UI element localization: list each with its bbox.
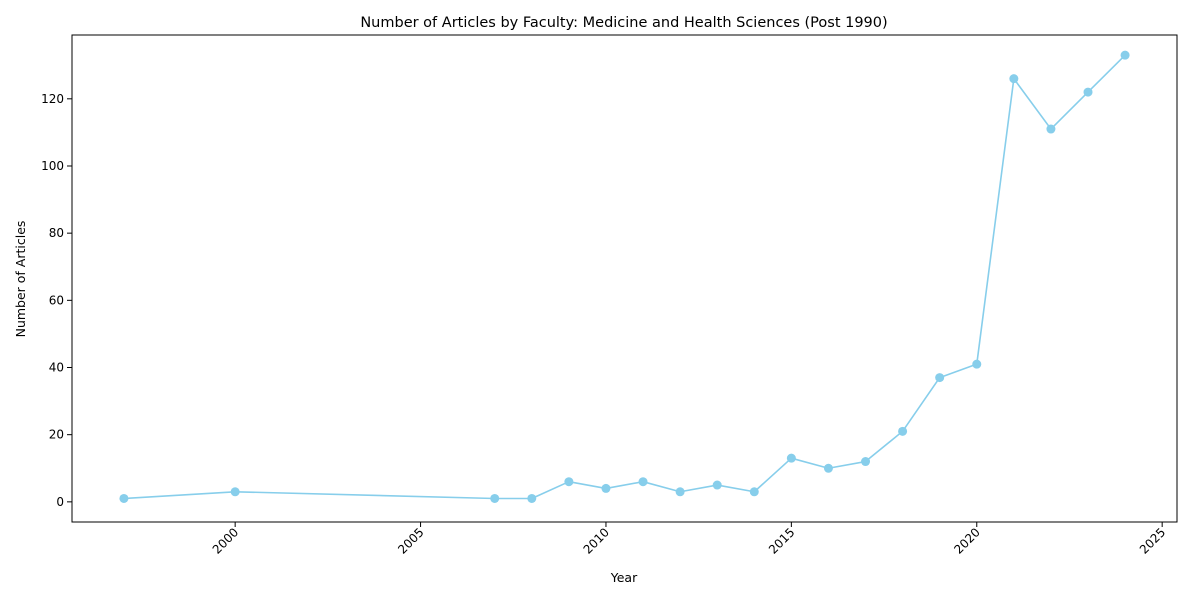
x-tick-label: 2015 bbox=[766, 525, 797, 556]
data-point bbox=[712, 480, 722, 490]
y-tick-label: 120 bbox=[41, 92, 64, 106]
data-point bbox=[898, 426, 908, 436]
data-point bbox=[119, 493, 129, 503]
y-axis-label: Number of Articles bbox=[13, 221, 28, 338]
plot-area: 2000 2005 2010 2015 2020 2025 0 20 40 60 80 100 120 bbox=[41, 34, 1178, 557]
x-tick-label: 2005 bbox=[395, 525, 426, 556]
data-point bbox=[935, 373, 945, 383]
y-tick-label: 0 bbox=[56, 495, 64, 509]
series bbox=[119, 50, 1130, 503]
data-point bbox=[638, 477, 648, 487]
y-tick-label: 80 bbox=[49, 226, 64, 240]
x-tick-label: 2025 bbox=[1137, 525, 1168, 556]
y-tick-label: 60 bbox=[49, 293, 64, 307]
data-point bbox=[490, 493, 500, 503]
y-axis: 0 20 40 60 80 100 120 bbox=[41, 92, 72, 509]
series-line bbox=[123, 54, 1126, 500]
x-axis: 2000 2005 2010 2015 2020 2025 bbox=[210, 522, 1168, 557]
data-point bbox=[527, 493, 537, 503]
data-point bbox=[1120, 50, 1130, 60]
y-tick-label: 40 bbox=[49, 361, 64, 375]
x-tick-label: 2000 bbox=[210, 525, 241, 556]
data-point bbox=[786, 453, 796, 463]
plot-frame bbox=[71, 34, 1178, 523]
data-point bbox=[675, 487, 685, 497]
x-tick-label: 2020 bbox=[951, 525, 982, 556]
data-point bbox=[861, 457, 871, 467]
data-point bbox=[601, 483, 611, 493]
data-point bbox=[230, 487, 240, 497]
chart-title: Number of Articles by Faculty: Medicine … bbox=[360, 15, 887, 31]
data-point bbox=[749, 487, 759, 497]
data-point bbox=[1046, 124, 1056, 134]
data-point bbox=[564, 477, 574, 487]
data-point bbox=[823, 463, 833, 473]
x-axis-label: Year bbox=[610, 570, 638, 585]
y-tick-label: 100 bbox=[41, 159, 64, 173]
data-point bbox=[1009, 74, 1019, 84]
x-tick-label: 2010 bbox=[581, 525, 612, 556]
data-point bbox=[1083, 87, 1093, 97]
y-tick-label: 20 bbox=[49, 428, 64, 442]
data-point bbox=[972, 359, 982, 369]
